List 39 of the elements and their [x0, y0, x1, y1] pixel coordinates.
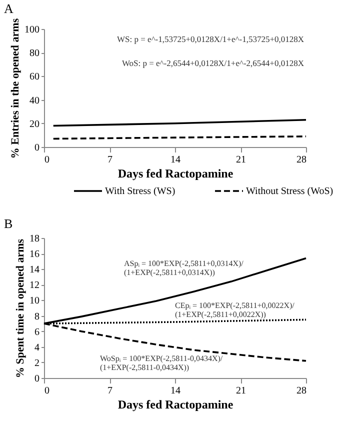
- legend-label: Without Stress (WoS): [246, 186, 334, 197]
- x-tick-label: 21: [236, 154, 246, 166]
- y-tick-label: 40: [30, 95, 40, 106]
- y-tick-label: 80: [30, 48, 40, 60]
- annotation: ASpᵢ = 100*EXP(-2,5811+0,0314X)/ (1+EXP(-2,5811+0,0314X)): [124, 259, 244, 277]
- chart-title: A: [4, 0, 14, 16]
- y-axis-title: % Entries in the opened arms: [10, 18, 22, 159]
- y-axis-title: % Spent time in opened arms: [14, 238, 26, 378]
- y-tick-label: 6: [34, 326, 40, 338]
- legend-label: With Stress (WS): [105, 186, 176, 197]
- y-tick-label: 8: [34, 311, 40, 322]
- x-tick-label: 7: [108, 386, 112, 396]
- x-tick-label: 14: [170, 386, 180, 396]
- y-tick-label: 18: [30, 234, 40, 244]
- x-tick-label: 28: [296, 386, 306, 396]
- y-tick-label: 0: [34, 374, 40, 384]
- x-tick-label: 7: [108, 154, 112, 166]
- y-tick-label: 0: [34, 142, 40, 154]
- annotation: WoS: p = e^-2,6544+0,0128X/1+e^-2,6544+0,0128X: [122, 58, 304, 68]
- annotation: WS: p = e^-1,53725+0,0128X/1+e^-1,53725+0,0128X: [117, 34, 304, 44]
- y-tick-label: 4: [34, 342, 40, 354]
- y-tick-label: 2: [34, 358, 40, 369]
- annotation: CEpᵢ = 100*EXP(-2,5811+0,0022X)/ (1+EXP(-2,5811+0,0022X)): [175, 301, 296, 319]
- x-axis-title: Days fed Ractopamine: [118, 166, 234, 180]
- y-tick-label: 12: [30, 280, 40, 292]
- y-tick-label: 60: [30, 72, 40, 83]
- y-tick-label: 10: [30, 296, 40, 307]
- x-tick-label: 14: [170, 154, 180, 166]
- y-tick-label: 14: [30, 264, 40, 276]
- x-tick-label: 0: [44, 154, 50, 166]
- annotation: WoSpᵢ = 100*EXP(-2,5811-0,0434X)/ (1+EXP(-2,5811-0,0434X)): [100, 354, 224, 372]
- x-tick-label: 28: [296, 154, 306, 166]
- x-tick-label: 0: [44, 386, 50, 396]
- chart-title: B: [4, 216, 13, 231]
- x-tick-label: 21: [236, 386, 246, 396]
- x-axis-title: Days fed Ractopamine: [118, 398, 234, 412]
- y-tick-label: 100: [24, 24, 40, 36]
- y-tick-label: 16: [30, 249, 40, 260]
- y-tick-label: 20: [30, 118, 40, 130]
